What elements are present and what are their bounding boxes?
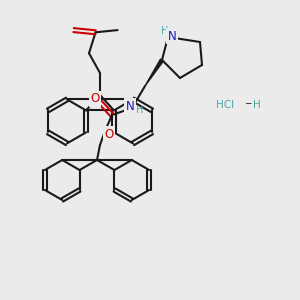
Text: H: H	[136, 105, 144, 115]
Polygon shape	[145, 59, 164, 86]
Text: N: N	[168, 29, 176, 43]
Text: ─: ─	[245, 100, 251, 109]
Text: N: N	[126, 100, 134, 112]
Text: HCl: HCl	[216, 100, 234, 110]
Text: H: H	[253, 100, 261, 110]
Text: O: O	[90, 92, 100, 106]
Text: O: O	[104, 128, 114, 140]
Text: H: H	[161, 26, 169, 36]
